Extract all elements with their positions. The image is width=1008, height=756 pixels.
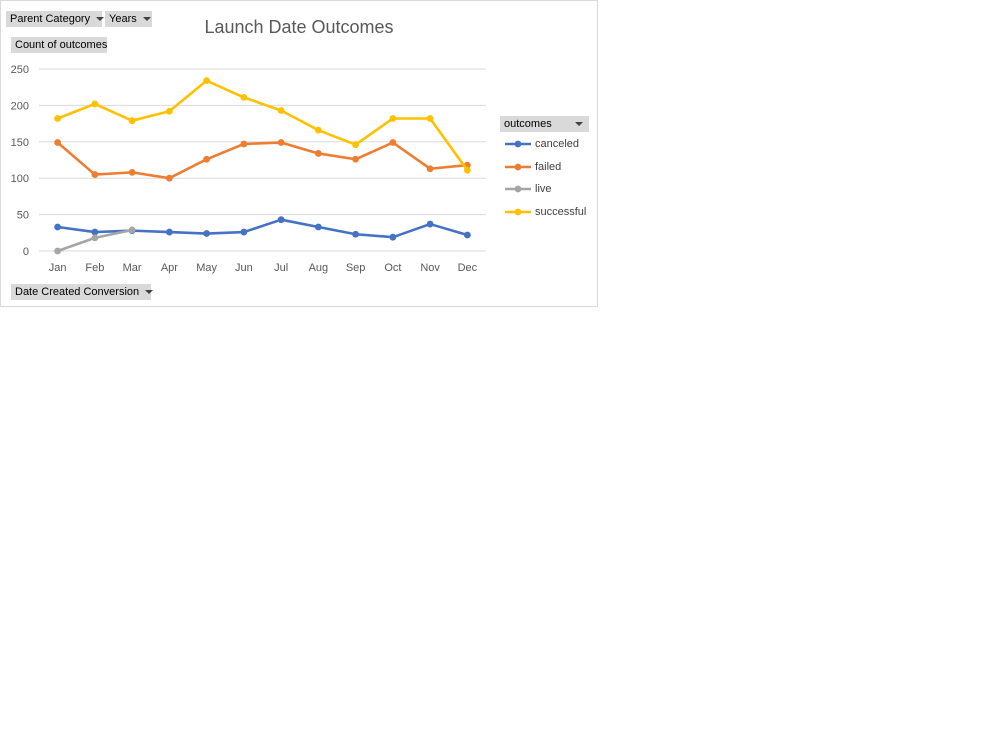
data-point-failed bbox=[165, 174, 173, 182]
data-point-successful bbox=[128, 117, 136, 125]
chevron-down-icon bbox=[575, 122, 583, 126]
legend-label: successful bbox=[535, 205, 587, 218]
data-point-failed bbox=[203, 155, 211, 163]
data-point-successful bbox=[240, 93, 248, 101]
data-point-canceled bbox=[91, 228, 99, 236]
data-point-failed bbox=[389, 139, 397, 146]
outcomes-legend-filter-button[interactable]: outcomes bbox=[500, 116, 589, 132]
x-tick-label: Jun bbox=[235, 262, 253, 274]
axis-field-button[interactable]: Date Created Conversion bbox=[11, 284, 154, 300]
x-tick-label: Aug bbox=[309, 262, 329, 274]
values-field-label: Count of outcomes bbox=[15, 39, 108, 51]
data-point-canceled bbox=[240, 228, 248, 236]
data-point-live bbox=[54, 247, 62, 255]
chevron-down-icon bbox=[145, 290, 154, 295]
x-tick-label: Feb bbox=[85, 262, 104, 274]
y-tick-label: 50 bbox=[17, 210, 29, 222]
data-point-successful bbox=[426, 115, 434, 122]
y-tick-label: 250 bbox=[11, 64, 29, 76]
data-point-canceled bbox=[426, 220, 434, 228]
series-line-failed bbox=[56, 141, 469, 180]
data-point-canceled bbox=[389, 233, 397, 241]
data-point-successful bbox=[165, 107, 173, 115]
data-point-live bbox=[91, 234, 99, 242]
data-point-successful bbox=[277, 107, 285, 114]
data-point-canceled bbox=[352, 230, 360, 238]
x-tick-label: May bbox=[196, 262, 217, 274]
x-tick-label: Sep bbox=[346, 262, 366, 274]
data-point-canceled bbox=[463, 231, 471, 239]
legend-label: canceled bbox=[535, 138, 580, 150]
data-point-successful bbox=[54, 115, 62, 122]
legend-swatch bbox=[505, 163, 531, 170]
data-point-successful bbox=[463, 166, 471, 174]
legend-label: failed bbox=[535, 160, 562, 173]
data-point-failed bbox=[240, 140, 248, 148]
years-label: Years bbox=[109, 13, 137, 25]
chevron-down-icon bbox=[142, 17, 151, 22]
y-tick-label: 200 bbox=[11, 100, 29, 112]
data-point-failed bbox=[277, 139, 285, 146]
data-point-successful bbox=[203, 77, 211, 85]
y-tick-label: 0 bbox=[23, 246, 29, 258]
x-tick-label: Apr bbox=[161, 262, 178, 274]
x-tick-label: Mar bbox=[123, 262, 142, 274]
data-point-successful bbox=[389, 115, 397, 122]
legend-label: live bbox=[535, 183, 552, 195]
data-point-failed bbox=[128, 168, 136, 176]
data-point-canceled bbox=[54, 223, 62, 231]
chevron-down-icon bbox=[96, 17, 105, 22]
parent-category-label: Parent Category bbox=[10, 13, 91, 25]
y-tick-label: 100 bbox=[11, 173, 29, 185]
x-tick-label: Jan bbox=[49, 262, 67, 274]
values-field-button[interactable]: Count of outcomes bbox=[11, 37, 107, 53]
pivot-chart[interactable]: Parent Category Years Count of outcomes … bbox=[0, 0, 598, 307]
series-line-successful bbox=[56, 79, 469, 172]
data-point-failed bbox=[54, 139, 62, 146]
series-line-canceled bbox=[56, 218, 469, 239]
outcomes-label: outcomes bbox=[504, 118, 552, 130]
years-filter-button[interactable]: Years bbox=[105, 11, 152, 27]
data-point-canceled bbox=[277, 216, 285, 224]
y-tick-label: 150 bbox=[11, 137, 29, 149]
x-tick-label: Oct bbox=[384, 262, 401, 274]
data-point-successful bbox=[91, 100, 99, 108]
legend-swatch bbox=[505, 208, 531, 215]
chart-title: Launch Date Outcomes bbox=[204, 17, 394, 37]
legend-swatch bbox=[505, 140, 531, 148]
data-point-failed bbox=[314, 150, 322, 157]
legend-swatch bbox=[505, 185, 531, 193]
x-tick-label: Jul bbox=[274, 262, 288, 274]
data-point-canceled bbox=[314, 223, 322, 231]
data-point-successful bbox=[352, 141, 360, 149]
data-point-successful bbox=[314, 126, 322, 134]
x-tick-label: Dec bbox=[458, 262, 478, 274]
x-tick-label: Nov bbox=[420, 262, 440, 274]
data-point-failed bbox=[91, 171, 99, 178]
data-point-failed bbox=[352, 155, 360, 163]
plot-area: 0 50 100 150 200 250 Jan Feb Mar Apr May Jun Jul Aug S… bbox=[11, 64, 486, 274]
data-point-canceled bbox=[165, 228, 173, 236]
parent-category-filter-button[interactable]: Parent Category bbox=[6, 11, 105, 27]
data-point-live bbox=[128, 226, 136, 234]
data-point-failed bbox=[426, 165, 434, 173]
axis-field-label: Date Created Conversion bbox=[15, 286, 140, 298]
data-point-canceled bbox=[203, 230, 211, 237]
